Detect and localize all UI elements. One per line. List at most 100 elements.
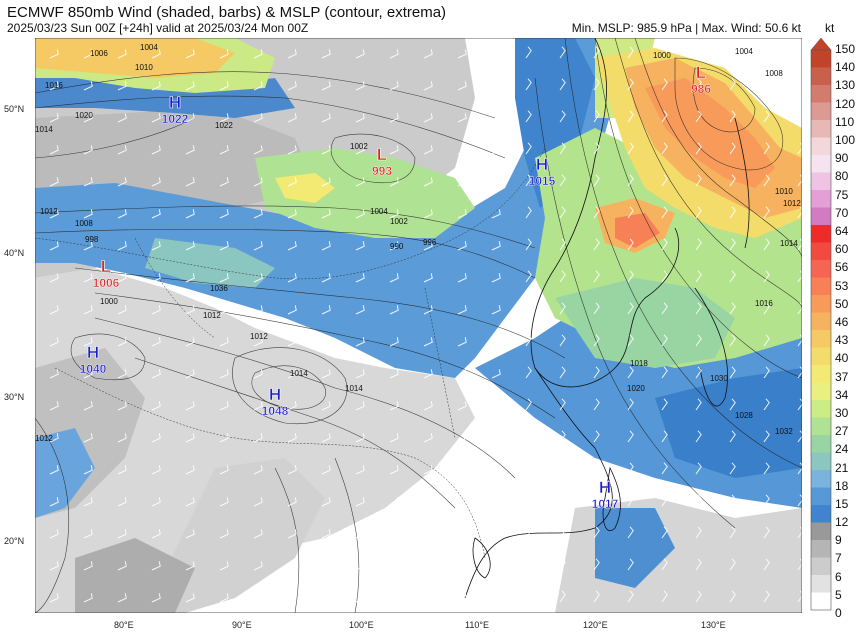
center-symbol: H [169, 93, 181, 112]
colorbar-tick-label: 15 [835, 496, 849, 511]
isobar-label: 1012 [783, 199, 801, 208]
colorbar-swatch [811, 330, 831, 348]
colorbar-swatch [811, 522, 831, 541]
colorbar [810, 38, 832, 611]
lon-label: 90°E [232, 620, 252, 630]
isobar-label: 1002 [390, 217, 408, 226]
isobar-label: 1020 [627, 384, 645, 393]
colorbar-swatch [811, 225, 831, 243]
colorbar-tick-label: 21 [835, 460, 849, 475]
isobar-label: 1014 [35, 125, 53, 134]
colorbar-tick-label: 100 [835, 133, 856, 147]
isobar-label: 1014 [345, 384, 363, 393]
isobar-label: 1020 [75, 111, 93, 120]
isobar-label: 1014 [780, 239, 798, 248]
center-symbol: H [599, 478, 611, 497]
colorbar-tick-label: 30 [835, 405, 849, 420]
isobar-label: 1016 [45, 81, 63, 90]
center-symbol: H [536, 155, 548, 174]
lon-label: 130°E [701, 620, 726, 630]
colorbar-swatch [811, 592, 831, 611]
coastlines [464, 38, 750, 599]
colorbar-tick-label: 43 [835, 333, 849, 348]
isobar-label: 1004 [370, 207, 388, 216]
isobar-label: 998 [85, 235, 99, 244]
lat-label: 30°N [4, 392, 25, 402]
colorbar-tick-label: 12 [835, 515, 849, 529]
colorbar-swatch [811, 382, 831, 401]
isobar-label: 1002 [350, 142, 368, 151]
isobar-label: 1006 [90, 49, 108, 58]
colorbar-swatch [811, 470, 831, 488]
colorbar-swatch [811, 155, 831, 173]
center-symbol: H [87, 343, 99, 362]
colorbar-swatch [811, 137, 831, 156]
center-value: 1040 [80, 362, 107, 376]
colorbar-swatch [811, 295, 831, 313]
colorbar-tick-label: 80 [835, 169, 849, 184]
colorbar-swatch [811, 172, 831, 191]
center-value: 986 [691, 82, 711, 96]
colorbar-swatch [811, 540, 831, 558]
lat-label: 40°N [4, 248, 25, 258]
lon-label: 120°E [583, 620, 608, 630]
colorbar-swatch [811, 347, 831, 366]
isobar-label: 1000 [653, 51, 671, 60]
center-value: 1022 [162, 112, 189, 126]
isobar-label: 1032 [775, 427, 793, 436]
colorbar-tick-label: 140 [835, 60, 856, 75]
center-value: 993 [372, 164, 392, 178]
isobar-label: 1036 [210, 284, 228, 293]
isobar-label: 1012 [40, 207, 58, 216]
colorbar-swatch [811, 505, 831, 523]
isobar-label: 1016 [755, 299, 773, 308]
wind-barbs [49, 46, 802, 603]
isobar-label: 1022 [215, 121, 233, 130]
colorbar-tick-label: 27 [835, 424, 849, 439]
chart-subtitle: 2025/03/23 Sun 00Z [+24h] valid at 2025/… [7, 21, 309, 35]
colorbar-tick-label: 53 [835, 278, 849, 293]
isobar-label: 1012 [35, 434, 53, 443]
colorbar-swatch [811, 400, 831, 418]
colorbar-swatch [811, 435, 831, 453]
colorbar-swatch [811, 277, 831, 296]
colorbar-tick-label: 50 [835, 296, 849, 311]
isobar-labels: 1006 1004 1010 1016 1020 1022 1014 1012 1008 998 1… [35, 43, 801, 443]
colorbar-tick-label: 34 [835, 387, 849, 402]
colorbar-tick-label: 60 [835, 242, 849, 257]
center-value: 1006 [93, 276, 120, 290]
colorbar-swatch [811, 260, 831, 278]
center-value: 1048 [262, 404, 289, 418]
colorbar-swatch [811, 242, 831, 261]
lon-label: 80°E [114, 620, 134, 630]
isobar-contours [35, 38, 802, 613]
colorbar-swatch [811, 102, 831, 121]
colorbar-swatch [811, 417, 831, 436]
colorbar-swatch [811, 190, 831, 208]
colorbar-tick-label: 110 [835, 114, 855, 129]
isobar-label: 1028 [735, 411, 753, 420]
colorbar-tick-label: 24 [835, 442, 849, 457]
colorbar-tick-label: 46 [835, 314, 849, 329]
colorbar-tick-label: 130 [835, 78, 856, 93]
center-symbol: L [377, 145, 387, 164]
chart-title: ECMWF 850mb Wind (shaded, barbs) & MSLP … [7, 4, 447, 21]
center-value: 1015 [529, 174, 556, 188]
colorbar-swatch [811, 365, 831, 383]
isobar-label: 1010 [775, 187, 793, 196]
isobar-label: 1004 [140, 43, 158, 52]
center-symbol: L [696, 63, 706, 82]
isobar-label: 1008 [765, 69, 783, 78]
colorbar-swatch [811, 207, 831, 226]
colorbar-tick-label: 7 [835, 551, 842, 566]
stats-readout: Min. MSLP: 985.9 hPa | Max. Wind: 50.6 k… [571, 21, 801, 35]
isobar-label: 996 [423, 238, 437, 247]
lon-label: 110°E [465, 620, 489, 630]
colorbar-swatch [811, 557, 831, 576]
isobar-label: 990 [390, 242, 404, 251]
